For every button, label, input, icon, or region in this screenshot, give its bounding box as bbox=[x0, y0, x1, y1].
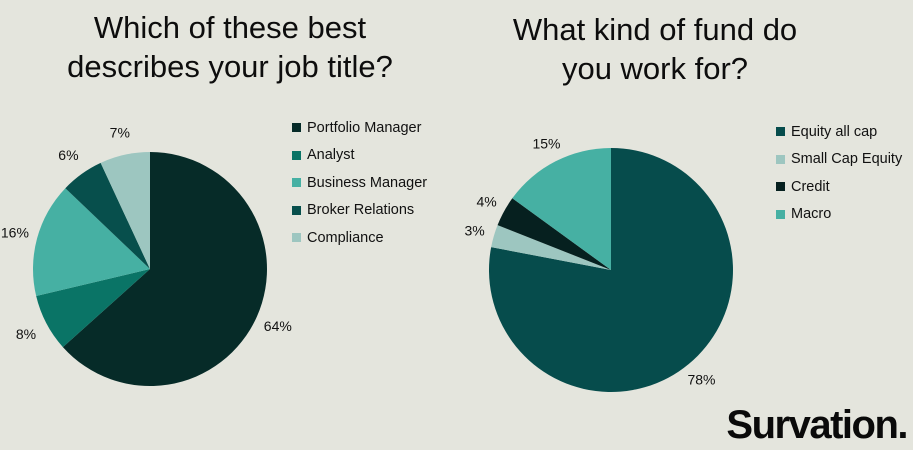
legend-swatch bbox=[776, 154, 785, 164]
legend-item: Analyst bbox=[292, 142, 427, 170]
legend-label: Portfolio Manager bbox=[307, 119, 422, 136]
legend-swatch bbox=[292, 205, 301, 215]
legend-item: Small Cap Equity bbox=[776, 146, 902, 174]
legend-item: Macro bbox=[776, 201, 902, 229]
pie-slice-business-manager bbox=[32, 188, 150, 297]
pie-slice-broker-relations bbox=[65, 162, 150, 269]
pie-slice-small-cap-equity bbox=[491, 225, 611, 270]
legend-label: Analyst bbox=[307, 147, 355, 164]
chart-title-line: Which of these best bbox=[93, 10, 367, 45]
survation-logo: Survation. bbox=[726, 403, 908, 447]
data-label-portfolio-manager: 64% bbox=[264, 318, 292, 334]
pie-slice-portfolio-manager bbox=[62, 152, 267, 386]
legend-label: Business Manager bbox=[307, 174, 428, 191]
legend-swatch bbox=[292, 178, 301, 188]
pie-slice-macro bbox=[512, 148, 611, 270]
legend-label: Credit bbox=[791, 178, 830, 195]
chart-title-line: you work for? bbox=[561, 51, 749, 86]
legend-label: Small Cap Equity bbox=[791, 151, 903, 168]
legend-item: Broker Relations bbox=[292, 197, 427, 225]
data-label-analyst: 8% bbox=[16, 326, 36, 342]
chart-title-line: What kind of fund do bbox=[512, 12, 798, 47]
pie-slice-compliance bbox=[100, 152, 150, 269]
legend-job-title: Portfolio Manager Analyst Business Manager… bbox=[292, 114, 427, 252]
data-label-small-cap-equity: 3% bbox=[464, 222, 484, 238]
legend-item: Compliance bbox=[292, 224, 427, 252]
legend-swatch bbox=[776, 209, 785, 219]
pie-slice-analyst bbox=[36, 269, 150, 348]
data-label-equity-all-cap: 78% bbox=[687, 371, 715, 387]
chart-title-job: Which of these best describes your job t… bbox=[20, 8, 440, 86]
data-label-macro: 15% bbox=[532, 136, 560, 152]
legend-swatch bbox=[776, 127, 785, 137]
pie-slice-equity-all-cap bbox=[488, 148, 733, 392]
legend-item: Equity all cap bbox=[776, 118, 902, 146]
legend-label: Broker Relations bbox=[307, 202, 415, 219]
legend-swatch bbox=[292, 123, 301, 133]
legend-swatch bbox=[776, 182, 785, 192]
legend-label: Macro bbox=[791, 206, 832, 223]
legend-swatch bbox=[292, 233, 301, 243]
legend-label: Equity all cap bbox=[791, 123, 878, 140]
chart-title-line: describes your job title? bbox=[67, 49, 393, 84]
legend-item: Credit bbox=[776, 173, 902, 201]
chart-title-fund: What kind of fund do you work for? bbox=[455, 10, 855, 88]
data-label-compliance: 7% bbox=[110, 124, 130, 140]
legend-fund-type: Equity all cap Small Cap Equity Credit Macr… bbox=[776, 118, 902, 228]
legend-item: Portfolio Manager bbox=[292, 114, 427, 142]
legend-label: Compliance bbox=[307, 229, 384, 246]
data-label-broker-relations: 6% bbox=[58, 147, 78, 163]
legend-item: Business Manager bbox=[292, 169, 427, 197]
pie-slice-credit bbox=[497, 198, 611, 270]
data-label-business-manager: 16% bbox=[1, 224, 29, 240]
data-label-credit: 4% bbox=[476, 194, 496, 210]
legend-swatch bbox=[292, 150, 301, 160]
